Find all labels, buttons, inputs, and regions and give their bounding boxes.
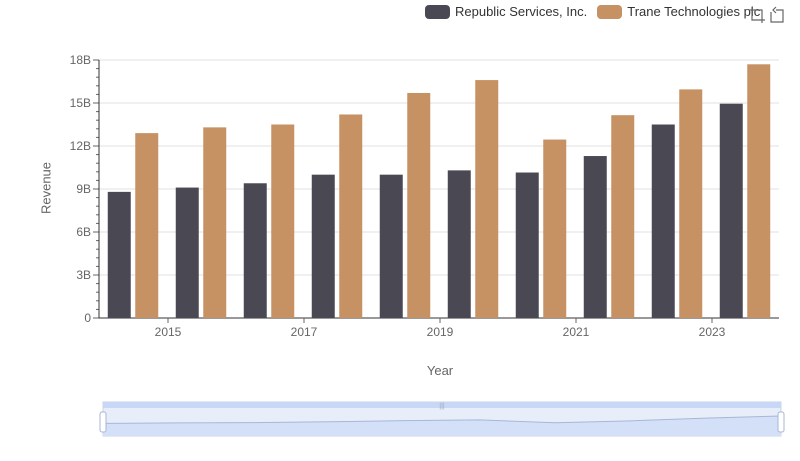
y-axis: 0 3B 6B 9B 12B 15B 18B <box>70 53 100 325</box>
bar-republic-2018 <box>379 174 403 318</box>
legend-label-trane: Trane Technologies plc <box>627 4 761 19</box>
y-tick-label: 12B <box>70 139 91 153</box>
bar-series <box>107 64 771 318</box>
x-axis: 2015 2017 2019 2021 2023 <box>155 318 726 339</box>
legend-item-republic[interactable]: Republic Services, Inc. <box>425 4 587 19</box>
bar-republic-2022 <box>651 124 675 318</box>
legend: Republic Services, Inc. Trane Technologi… <box>425 4 770 19</box>
x-tick-label: 2021 <box>563 325 590 339</box>
y-tick-label: 6B <box>76 225 91 239</box>
x-tick-label: 2019 <box>427 325 454 339</box>
y-tick-label: 18B <box>70 53 91 67</box>
bar-trane-2021 <box>611 115 635 318</box>
y-tick-label: 0 <box>84 311 91 325</box>
zoom-preview-line <box>102 415 782 424</box>
bar-republic-2020 <box>515 172 539 318</box>
y-tick-label: 15B <box>70 96 91 110</box>
data-zoom-slider[interactable]: ||| <box>99 401 785 437</box>
x-axis-title: Year <box>426 363 454 378</box>
zoom-handle-right <box>777 411 785 433</box>
bar-republic-2014 <box>107 191 131 318</box>
zoom-reset-icon[interactable] <box>768 6 786 24</box>
bar-republic-2023 <box>719 103 743 318</box>
bar-trane-2018 <box>407 92 431 318</box>
grid-lines <box>99 59 779 319</box>
zoom-grip-glyph: ||| <box>439 403 445 410</box>
bar-trane-2017 <box>339 114 363 318</box>
bar-republic-2021 <box>583 156 607 318</box>
zoom-top-bar <box>103 402 781 408</box>
x-tick-label: 2017 <box>291 325 318 339</box>
zoom-preview-area <box>103 416 781 436</box>
legend-swatch-republic <box>425 4 450 19</box>
chart-toolbar <box>746 6 786 24</box>
legend-swatch-trane <box>597 4 623 19</box>
bar-republic-2019 <box>447 170 471 318</box>
bar-trane-2022 <box>679 89 703 318</box>
bar-trane-2014 <box>135 133 159 318</box>
bar-trane-2020 <box>543 139 567 318</box>
bar-republic-2015 <box>175 187 199 318</box>
bar-republic-2017 <box>311 174 335 318</box>
y-tick-label: 9B <box>76 182 91 196</box>
zoom-select-icon[interactable] <box>748 6 766 24</box>
bar-trane-2019 <box>475 80 499 318</box>
y-tick-label: 3B <box>76 268 91 282</box>
bar-trane-2016 <box>271 124 295 318</box>
bar-trane-2023 <box>747 64 771 318</box>
zoom-handle-left <box>99 411 107 433</box>
bar-trane-2015 <box>203 127 227 318</box>
legend-item-trane[interactable]: Trane Technologies plc <box>597 4 760 19</box>
x-tick-label: 2015 <box>155 325 182 339</box>
bar-republic-2016 <box>243 183 267 318</box>
legend-label-republic: Republic Services, Inc. <box>455 4 588 19</box>
x-tick-label: 2023 <box>699 325 726 339</box>
y-axis-title: Revenue <box>38 161 54 215</box>
